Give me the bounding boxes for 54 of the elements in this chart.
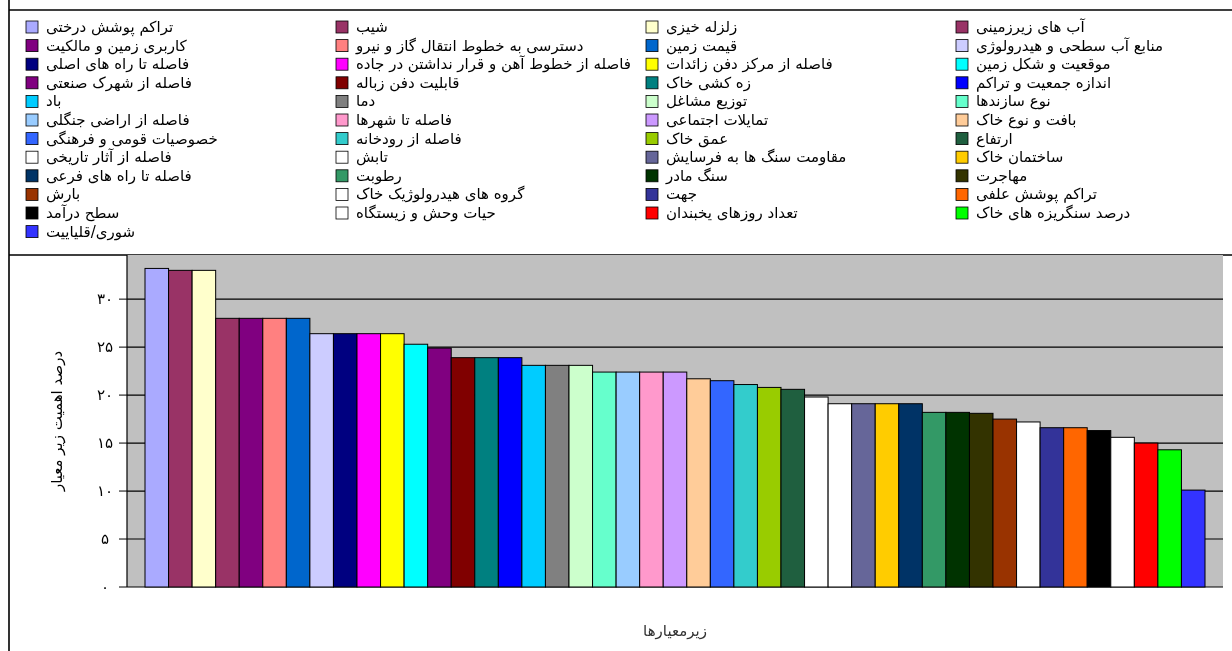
legend-label: فاصله از مرکز دفن زائدات [666, 55, 833, 74]
legend-label: جهت [666, 185, 697, 204]
legend-label: سطح درآمد [46, 204, 120, 222]
legend-label: زه کشی خاک [666, 73, 751, 92]
legend-label: فاصله از اراضی جنگلی [46, 111, 190, 129]
legend-label: توزیع مشاغل [666, 92, 748, 111]
y-tick-label: ۲۰ [96, 386, 114, 405]
legend-label: فاصله تا شهرها [356, 111, 453, 129]
legend-label: فاصله تا راه های اصلی [46, 55, 190, 74]
legend-label: شوری/قلیاییت [46, 222, 136, 241]
legend-label: باد [46, 92, 62, 111]
legend-label: تمایلات اجتماعی [666, 111, 769, 129]
legend-label: آب های زیرزمینی [976, 18, 1086, 36]
legend-label: قابلیت دفن زباله [356, 73, 460, 92]
legend-label: فاصله از رودخانه [356, 129, 462, 148]
legend-label: قیمت زمین [666, 36, 738, 55]
legend-label: کاربری زمین و مالکیت [46, 36, 188, 55]
y-tick-label: ۵ [100, 530, 110, 549]
legend-label: بافت و نوع خاک [976, 111, 1077, 129]
legend-label: موقعیت و شکل زمین [976, 55, 1111, 74]
legend-label: دسترسی به خطوط انتقال گاز و نیرو [355, 36, 584, 55]
legend-label: نوع سازندها [976, 92, 1051, 111]
legend-label: گروه های هیدرولوژیک خاک [356, 185, 526, 204]
legend-label: تراکم پوشش علفی [976, 185, 1097, 205]
legend-label: منابع آب سطحی و هیدرولوژی [976, 36, 1164, 55]
y-tick-label: ۱۰ [96, 482, 114, 501]
legend-label: دما [356, 92, 376, 111]
legend-label: فاصله تا راه های فرعی [46, 166, 192, 185]
legend-label: فاصله از خطوط آهن و قرار نداشتن در جاده [356, 55, 631, 74]
y-axis-title: درصد اهمیت زیر معیار [48, 350, 66, 493]
y-tick-label: ۰ [100, 578, 110, 596]
legend-label: خصوصیات قومی و فرهنگی [46, 129, 218, 148]
legend-label: شیب [356, 18, 388, 36]
y-tick-label: ۳۰ [96, 290, 114, 309]
legend-label: حیات وحش و زیستگاه [356, 204, 496, 222]
legend-label: ارتفاع [976, 129, 1013, 148]
legend-label: زلزله خیزی [666, 18, 738, 36]
legend-label: فاصله از آثار تاریخی [46, 148, 172, 167]
legend-label: عمق خاک [666, 129, 729, 148]
legend-label: تابش [356, 148, 389, 167]
x-axis-title: زیرمعیارها [643, 622, 707, 640]
legend-label: بارش [46, 185, 81, 204]
legend-label: فاصله از شهرک صنعتی [46, 73, 192, 92]
legend-label: سنگ مادر [665, 166, 728, 185]
y-tick-label: ۱۵ [96, 434, 114, 453]
legend-label: مهاجرت [976, 166, 1028, 185]
legend-label: تراکم پوشش درختی [46, 18, 174, 37]
legend-label: تعداد روزهای یخبندان [666, 204, 798, 222]
legend-label: اندازه جمعیت و تراکم [976, 73, 1112, 92]
legend-label: مقاومت سنگ ها به فرسایش [666, 148, 847, 167]
y-tick-label: ۲۵ [96, 338, 114, 357]
legend-label: ساختمان خاک [976, 148, 1064, 167]
legend-label: درصد سنگریزه های خاک [976, 204, 1131, 222]
legend-label: رطوبت [356, 166, 402, 185]
